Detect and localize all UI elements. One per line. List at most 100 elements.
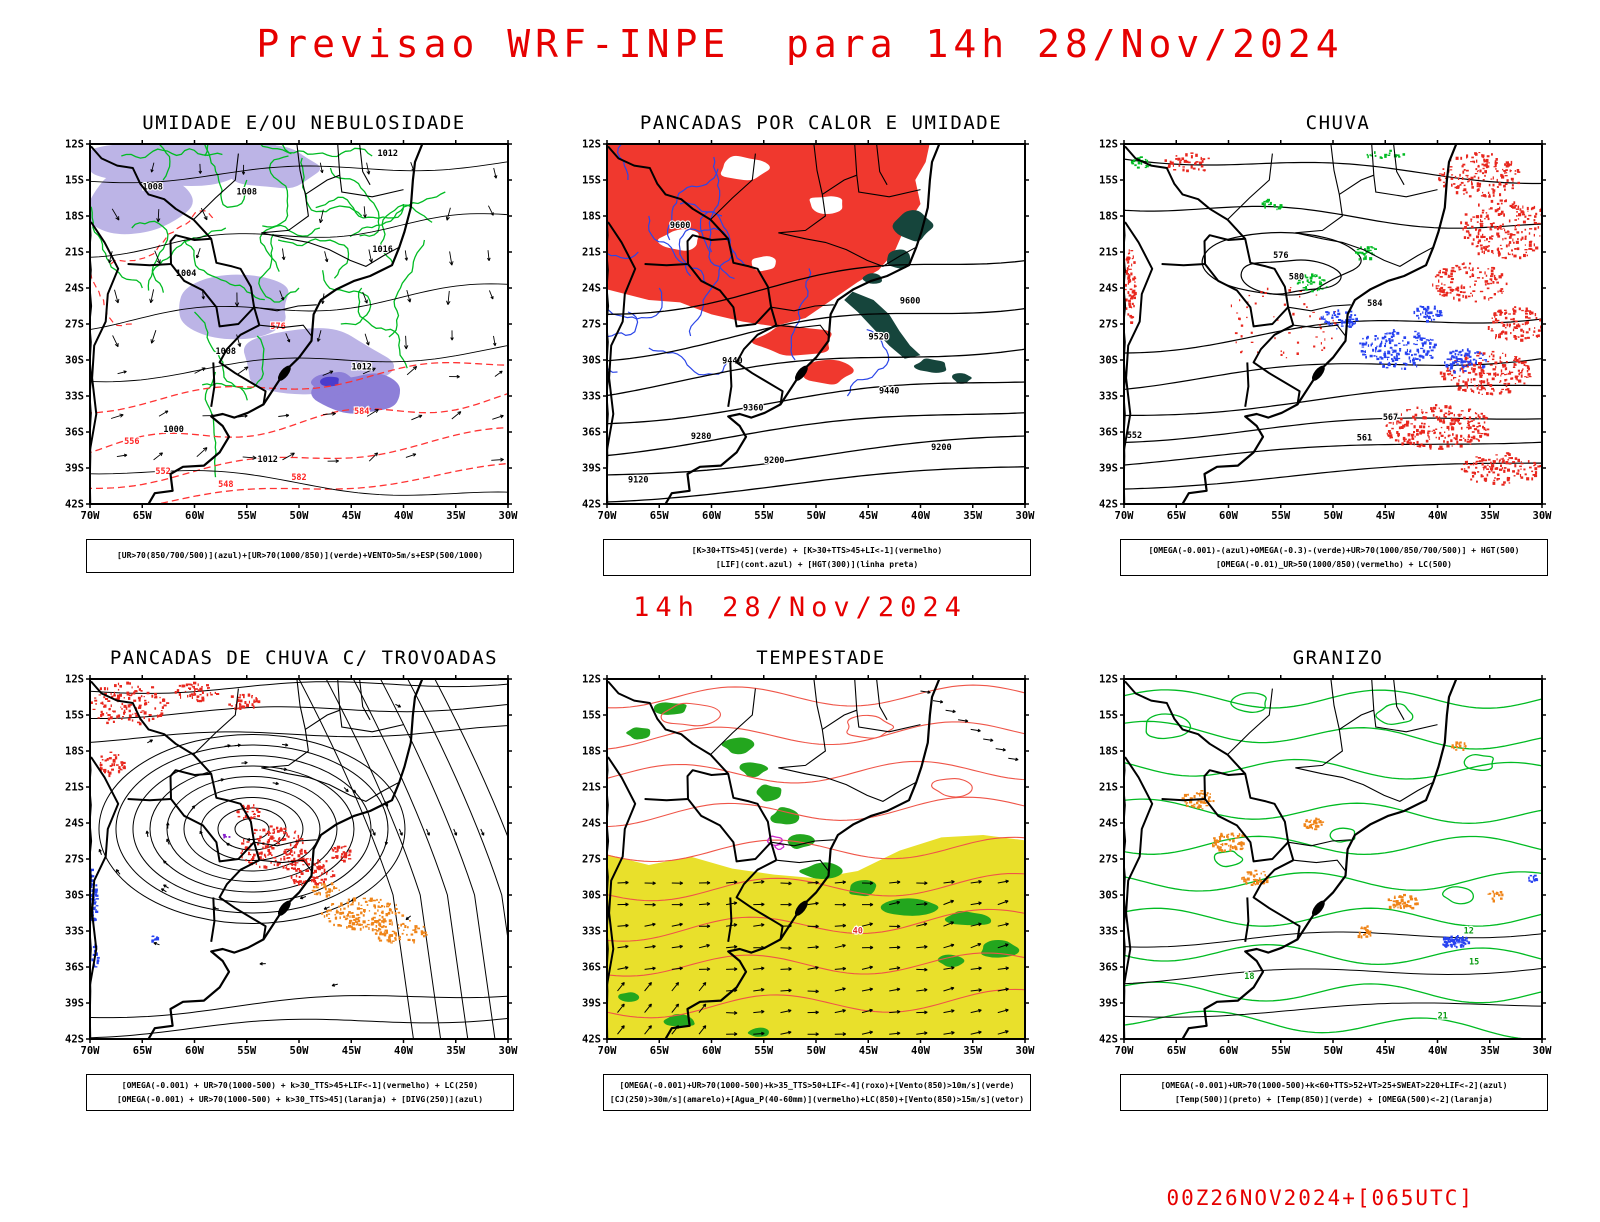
svg-text:36S: 36S	[1099, 962, 1118, 974]
svg-text:60W: 60W	[702, 510, 722, 522]
legend-line: [OMEGA(-0.001) + UR>70(1000-500) + k>30_…	[121, 1081, 479, 1091]
panel-title-pancadas-calor: PANCADAS POR CALOR E UMIDADE	[639, 112, 1003, 134]
svg-text:40W: 40W	[911, 1045, 931, 1057]
svg-text:40W: 40W	[1428, 510, 1448, 522]
page-title: Previsao WRF-INPE para 14h 28/Nov/2024	[256, 22, 1344, 66]
svg-text:45W: 45W	[859, 510, 879, 522]
svg-text:30S: 30S	[582, 890, 601, 902]
svg-text:30W: 30W	[1533, 1045, 1552, 1057]
svg-text:39S: 39S	[1099, 463, 1118, 475]
svg-text:70W: 70W	[81, 1045, 101, 1057]
svg-text:561: 561	[1357, 433, 1372, 443]
svg-text:24S: 24S	[65, 818, 84, 830]
svg-text:50W: 50W	[290, 510, 310, 522]
panel-title-tempestade: TEMPESTADE	[756, 647, 886, 670]
svg-text:39S: 39S	[582, 998, 601, 1010]
svg-text:548: 548	[218, 480, 233, 490]
svg-text:70W: 70W	[598, 510, 618, 522]
svg-text:36S: 36S	[582, 962, 601, 974]
svg-text:27S: 27S	[65, 319, 84, 331]
svg-text:42S: 42S	[65, 1034, 84, 1046]
svg-text:584: 584	[354, 407, 369, 417]
svg-text:45W: 45W	[342, 510, 362, 522]
legend-line: [OMEGA(-0.001)+UR>70(1000-500)+k<60+TTS>…	[1160, 1081, 1508, 1091]
svg-text:70W: 70W	[1115, 1045, 1135, 1057]
svg-text:40W: 40W	[394, 1045, 414, 1057]
svg-text:12S: 12S	[1099, 674, 1118, 686]
weather-map-umidade: 1008 100810121016100410081012101210005765…	[65, 139, 518, 523]
svg-text:21S: 21S	[582, 782, 601, 794]
svg-text:18S: 18S	[65, 746, 84, 758]
svg-text:27S: 27S	[65, 854, 84, 866]
svg-text:552: 552	[155, 467, 170, 477]
svg-text:60W: 60W	[185, 1045, 205, 1057]
legend-line: [OMEGA(-0.01)_UR>50(1000/850)(vermelho) …	[1215, 559, 1452, 569]
svg-text:21S: 21S	[1099, 247, 1118, 259]
svg-text:12S: 12S	[582, 139, 601, 151]
svg-text:1012: 1012	[351, 363, 371, 373]
panel-chuva: CHUVA 576 580 584 567 561 552 12S 15S 18S 21S 24S 2…	[1078, 112, 1556, 577]
svg-text:60W: 60W	[1219, 1045, 1239, 1057]
svg-text:30S: 30S	[65, 355, 84, 367]
svg-text:55W: 55W	[237, 510, 257, 522]
svg-text:21S: 21S	[1099, 782, 1118, 794]
svg-text:65W: 65W	[133, 1045, 153, 1057]
svg-text:42S: 42S	[65, 499, 84, 511]
svg-text:15S: 15S	[65, 175, 84, 187]
panel-trovoadas: PANCADAS DE CHUVA C/ TROVOADAS 12S 15S 18S…	[44, 647, 522, 1112]
svg-text:39S: 39S	[65, 463, 84, 475]
svg-text:12S: 12S	[582, 674, 601, 686]
svg-text:24S: 24S	[582, 283, 601, 295]
svg-text:30W: 30W	[1533, 510, 1552, 522]
svg-text:35W: 35W	[963, 510, 983, 522]
legend-box-umidade: [UR>70(850/700/500)](azul)+[UR>70(1000/8…	[86, 539, 514, 573]
svg-text:50W: 50W	[1324, 510, 1344, 522]
legend-line: [OMEGA(-0.001)-(azul)+OMEGA(-0.3)-(verde…	[1148, 546, 1520, 555]
svg-text:45W: 45W	[859, 1045, 879, 1057]
legend-line: [K>30+TTS>45](verde) + [K>30+TTS>45+LI<-…	[691, 546, 943, 555]
svg-text:50W: 50W	[807, 510, 827, 522]
svg-text:70W: 70W	[598, 1045, 618, 1057]
svg-text:1012: 1012	[378, 149, 398, 159]
svg-text:12: 12	[1464, 927, 1474, 937]
svg-text:27S: 27S	[1099, 319, 1118, 331]
svg-text:24S: 24S	[65, 283, 84, 295]
svg-text:33S: 33S	[1099, 926, 1118, 938]
svg-text:584: 584	[1367, 299, 1382, 309]
svg-text:21S: 21S	[65, 247, 84, 259]
svg-text:65W: 65W	[650, 1045, 670, 1057]
svg-text:567: 567	[1383, 413, 1398, 423]
svg-text:30S: 30S	[65, 890, 84, 902]
legend-box-pancadas-calor: [K>30+TTS>45](verde) + [K>30+TTS>45+LI<-…	[603, 539, 1031, 577]
svg-text:35W: 35W	[446, 1045, 466, 1057]
svg-text:24S: 24S	[1099, 283, 1118, 295]
svg-text:70W: 70W	[1115, 510, 1135, 522]
svg-text:9440: 9440	[879, 387, 899, 397]
svg-text:36S: 36S	[582, 427, 601, 439]
svg-text:50W: 50W	[290, 1045, 310, 1057]
svg-text:12S: 12S	[1099, 139, 1118, 151]
svg-text:27S: 27S	[582, 854, 601, 866]
svg-text:556: 556	[124, 437, 139, 447]
svg-text:12S: 12S	[65, 139, 84, 151]
svg-text:55W: 55W	[754, 1045, 774, 1057]
svg-text:1016: 1016	[372, 245, 392, 255]
panel-row-2: PANCADAS DE CHUVA C/ TROVOADAS 12S 15S 18S…	[0, 647, 1600, 1112]
legend-line: [CJ(250)>30m/s](amarelo)+[Agua_P(40-60mm…	[609, 1094, 1025, 1104]
svg-text:30S: 30S	[1099, 355, 1118, 367]
panel-title-chuva: CHUVA	[1305, 112, 1371, 134]
svg-text:24S: 24S	[582, 818, 601, 830]
forecast-page: Previsao WRF-INPE para 14h 28/Nov/2024 U…	[0, 22, 1600, 1210]
svg-text:15S: 15S	[582, 710, 601, 722]
svg-text:27S: 27S	[1099, 854, 1118, 866]
legend-line: [OMEGA(-0.001) + UR>70(1000-500) + k>30_…	[116, 1094, 484, 1104]
legend-box-chuva: [OMEGA(-0.001)-(azul)+OMEGA(-0.3)-(verde…	[1120, 539, 1548, 577]
svg-text:9600: 9600	[670, 221, 690, 231]
svg-text:35W: 35W	[446, 510, 466, 522]
svg-text:21: 21	[1438, 1012, 1448, 1022]
svg-text:55W: 55W	[1271, 1045, 1291, 1057]
svg-text:42S: 42S	[582, 499, 601, 511]
legend-box-granizo: [OMEGA(-0.001)+UR>70(1000-500)+k<60+TTS>…	[1120, 1074, 1548, 1112]
svg-text:65W: 65W	[1167, 510, 1187, 522]
